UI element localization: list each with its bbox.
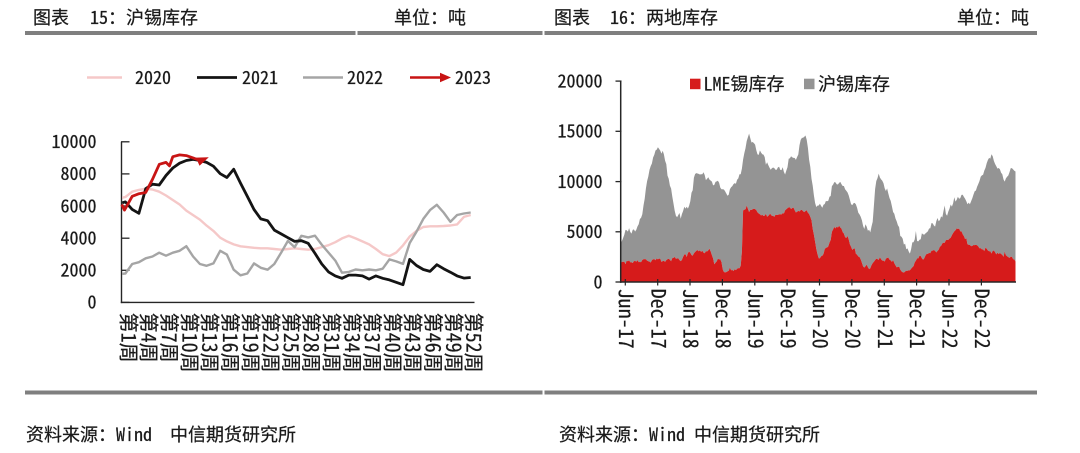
svg-text:Jun-18: Jun-18 <box>678 289 707 349</box>
svg-text:Dec-20: Dec-20 <box>840 289 869 349</box>
svg-text:15：沪锡库存: 15：沪锡库存 <box>90 4 198 30</box>
svg-text:20000: 20000 <box>558 67 603 93</box>
svg-text:Dec-21: Dec-21 <box>904 289 933 349</box>
svg-text:第31周: 第31周 <box>319 313 348 373</box>
svg-text:2022: 2022 <box>347 64 383 90</box>
svg-text:0: 0 <box>88 289 97 315</box>
svg-text:资料来源：Wind 中信期货研究所: 资料来源：Wind 中信期货研究所 <box>26 421 296 447</box>
svg-text:图表: 图表 <box>554 4 590 30</box>
svg-text:第52周: 第52周 <box>461 313 490 373</box>
svg-text:第40周: 第40周 <box>379 313 408 373</box>
svg-text:Jun-17: Jun-17 <box>613 289 642 349</box>
svg-text:第1周: 第1周 <box>115 313 144 363</box>
svg-text:LME锡库存: LME锡库存 <box>704 71 785 97</box>
svg-text:Jun-22: Jun-22 <box>937 289 966 349</box>
svg-text:Jun-20: Jun-20 <box>807 289 836 349</box>
svg-text:0: 0 <box>594 268 603 294</box>
svg-text:Dec-19: Dec-19 <box>775 289 804 349</box>
svg-text:第4周: 第4周 <box>136 313 165 363</box>
svg-text:单位：吨: 单位：吨 <box>957 4 1029 30</box>
svg-text:第43周: 第43周 <box>400 313 429 373</box>
svg-text:单位：吨: 单位：吨 <box>394 4 466 30</box>
svg-text:第10周: 第10周 <box>176 313 205 373</box>
svg-text:6000: 6000 <box>61 192 97 218</box>
svg-text:2023: 2023 <box>455 64 491 90</box>
svg-text:2021: 2021 <box>242 64 278 90</box>
svg-text:第28周: 第28周 <box>298 313 327 373</box>
svg-text:第46周: 第46周 <box>420 313 449 373</box>
svg-text:第37周: 第37周 <box>359 313 388 373</box>
svg-text:Dec-18: Dec-18 <box>710 289 739 349</box>
svg-text:Dec-22: Dec-22 <box>969 289 998 349</box>
svg-text:2020: 2020 <box>135 64 171 90</box>
svg-text:10000: 10000 <box>558 168 603 194</box>
svg-text:Jun-19: Jun-19 <box>742 289 771 349</box>
svg-text:16：两地库存: 16：两地库存 <box>610 4 718 30</box>
svg-text:第13周: 第13周 <box>197 313 226 373</box>
svg-text:第25周: 第25周 <box>278 313 307 373</box>
svg-text:资料来源：Wind 中信期货研究所: 资料来源：Wind 中信期货研究所 <box>559 421 820 447</box>
svg-text:Dec-17: Dec-17 <box>645 289 674 349</box>
svg-text:10000: 10000 <box>52 128 97 154</box>
svg-text:第22周: 第22周 <box>258 313 287 373</box>
svg-text:第34周: 第34周 <box>339 313 368 373</box>
svg-text:图表: 图表 <box>33 4 69 30</box>
svg-text:5000: 5000 <box>567 218 603 244</box>
svg-text:Jun-21: Jun-21 <box>872 289 901 349</box>
svg-text:4000: 4000 <box>61 225 97 251</box>
svg-text:第7周: 第7周 <box>156 313 185 363</box>
svg-text:第19周: 第19周 <box>237 313 266 373</box>
svg-text:第49周: 第49周 <box>440 313 469 373</box>
svg-text:2000: 2000 <box>61 257 97 283</box>
svg-text:8000: 8000 <box>61 160 97 186</box>
svg-text:15000: 15000 <box>558 118 603 144</box>
svg-text:沪锡库存: 沪锡库存 <box>818 71 890 97</box>
svg-text:第16周: 第16周 <box>217 313 246 373</box>
